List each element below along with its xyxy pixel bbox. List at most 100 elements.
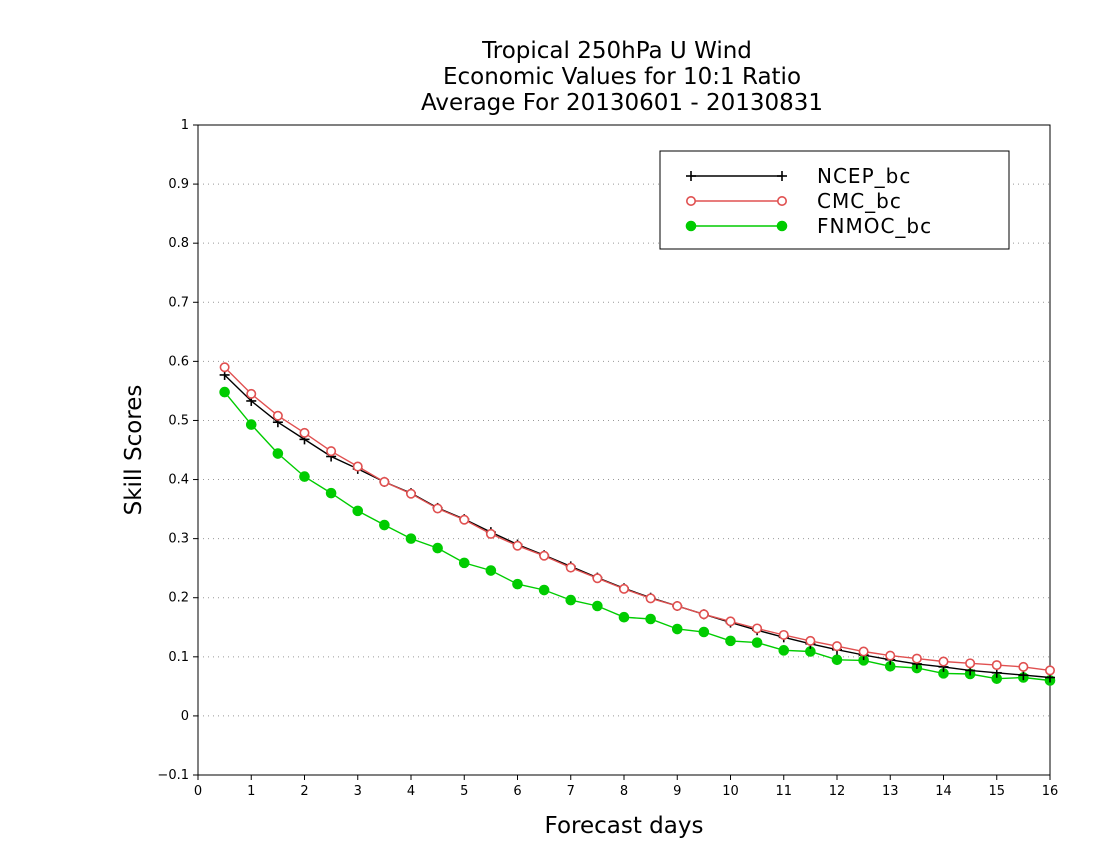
x-tick-label: 11 [775, 784, 792, 799]
x-tick-label: 3 [354, 784, 362, 799]
y-tick-label: 0 [181, 709, 189, 724]
legend-label-fnmoc-bc: FNMOC_bc [817, 214, 932, 238]
series-fnmoc-bc [219, 386, 1056, 686]
legend-item-fnmoc-bc: FNMOC_bc [685, 214, 932, 238]
data-point-fnmoc-bc [645, 613, 656, 625]
data-point-cmc-bc [592, 573, 603, 584]
data-point-cmc-bc [485, 528, 496, 539]
y-tick-label: 0.8 [168, 236, 189, 251]
x-tick-label: 9 [673, 784, 681, 799]
data-point-fnmoc-bc [219, 386, 230, 398]
x-tick-label: 10 [722, 784, 739, 799]
x-tick-label: 6 [513, 784, 521, 799]
legend-marker-start-fnmoc-bc [685, 220, 697, 232]
data-point-fnmoc-bc [458, 557, 470, 569]
data-point-cmc-bc [831, 641, 842, 652]
x-tick-label: 15 [988, 784, 1005, 799]
data-point-fnmoc-bc [618, 611, 630, 623]
x-tick-label: 4 [407, 784, 415, 799]
x-tick-label: 1 [247, 784, 255, 799]
y-tick-label: 1 [181, 118, 189, 133]
data-point-fnmoc-bc [352, 505, 364, 517]
x-axis-title: Forecast days [545, 813, 704, 839]
data-point-fnmoc-bc [831, 654, 843, 666]
data-point-cmc-bc [911, 653, 922, 664]
axes: −0.100.10.20.30.40.50.60.70.80.910 1 2 3 4 5 6… [157, 118, 1058, 799]
data-point-fnmoc-bc [379, 519, 390, 531]
data-point-cmc-bc [432, 503, 443, 514]
y-tick-label: 0.9 [168, 177, 189, 192]
x-tick-label: 14 [935, 784, 952, 799]
y-tick-label: 0.7 [168, 295, 189, 310]
legend-item-cmc-bc: CMC_bc [685, 189, 902, 213]
legend-marker-start-cmc-bc [685, 196, 696, 207]
data-point-fnmoc-bc [725, 635, 736, 647]
data-point-cmc-bc [698, 609, 709, 620]
data-point-cmc-bc [725, 616, 736, 627]
legend-marker-end-cmc-bc [776, 196, 787, 207]
legend-label-cmc-bc: CMC_bc [817, 189, 902, 213]
data-point-cmc-bc [858, 646, 869, 657]
x-tick-label: 16 [1042, 784, 1059, 799]
data-point-cmc-bc [379, 476, 390, 487]
data-point-cmc-bc [352, 461, 363, 472]
data-point-cmc-bc [645, 593, 656, 604]
data-point-cmc-bc [965, 658, 976, 669]
data-point-cmc-bc [885, 650, 896, 661]
data-point-cmc-bc [539, 550, 550, 561]
legend-label-ncep-bc: NCEP_bc [817, 164, 911, 188]
series-cmc-bc [219, 362, 1056, 676]
legend-box [659, 150, 1010, 250]
x-tick-label: 8 [620, 784, 628, 799]
data-point-fnmoc-bc [245, 419, 257, 430]
y-tick-label: −0.1 [157, 768, 189, 783]
legend-item-ncep-bc: NCEP_bc [686, 164, 911, 188]
y-tick-label: 0.3 [168, 532, 189, 547]
grid-lines [198, 183, 1050, 717]
data-point-fnmoc-bc [698, 626, 710, 638]
data-point-cmc-bc [805, 635, 816, 646]
series-line-fnmoc-bc [224, 391, 1051, 682]
series-line-cmc-bc [224, 366, 1051, 672]
y-axis-title: Skill Scores [121, 385, 147, 516]
chart-title-line-3: Average For 20130601 - 20130831 [421, 90, 823, 116]
data-point-fnmoc-bc [405, 533, 417, 544]
data-point-cmc-bc [672, 600, 683, 611]
plot-frame [197, 124, 1051, 776]
series-layer [219, 362, 1056, 686]
legend-marker-start-ncep-bc [686, 171, 696, 181]
x-tick-label: 2 [300, 784, 308, 799]
chart-title-line-1: Tropical 250hPa U Wind [481, 38, 752, 64]
y-tick-label: 0.1 [168, 650, 189, 665]
data-point-fnmoc-bc [432, 542, 443, 554]
data-point-cmc-bc [778, 629, 789, 640]
x-tick-label: 0 [194, 784, 202, 799]
data-point-cmc-bc [219, 362, 230, 373]
data-point-cmc-bc [1045, 665, 1056, 676]
data-point-fnmoc-bc [671, 623, 683, 635]
data-point-fnmoc-bc [325, 487, 337, 499]
data-point-fnmoc-bc [778, 645, 790, 656]
data-point-fnmoc-bc [485, 565, 497, 576]
data-point-cmc-bc [405, 488, 416, 499]
data-point-cmc-bc [326, 446, 337, 457]
legend-marker-end-fnmoc-bc [776, 220, 788, 232]
data-point-fnmoc-bc [751, 637, 763, 648]
y-tick-label: 0.5 [168, 413, 189, 428]
x-tick-label: 7 [567, 784, 575, 799]
data-point-cmc-bc [938, 656, 949, 667]
data-point-cmc-bc [991, 660, 1002, 671]
legend-marker-end-ncep-bc [777, 171, 787, 181]
data-point-cmc-bc [1018, 661, 1029, 672]
data-point-cmc-bc [272, 410, 283, 421]
data-point-fnmoc-bc [512, 578, 523, 590]
data-point-fnmoc-bc [299, 471, 310, 482]
x-tick-label: 12 [829, 784, 846, 799]
chart-title-line-2: Economic Values for 10:1 Ratio [443, 64, 801, 90]
y-tick-label: 0.6 [168, 354, 189, 369]
data-point-cmc-bc [565, 562, 576, 573]
data-point-cmc-bc [459, 514, 470, 525]
data-point-cmc-bc [512, 540, 523, 551]
